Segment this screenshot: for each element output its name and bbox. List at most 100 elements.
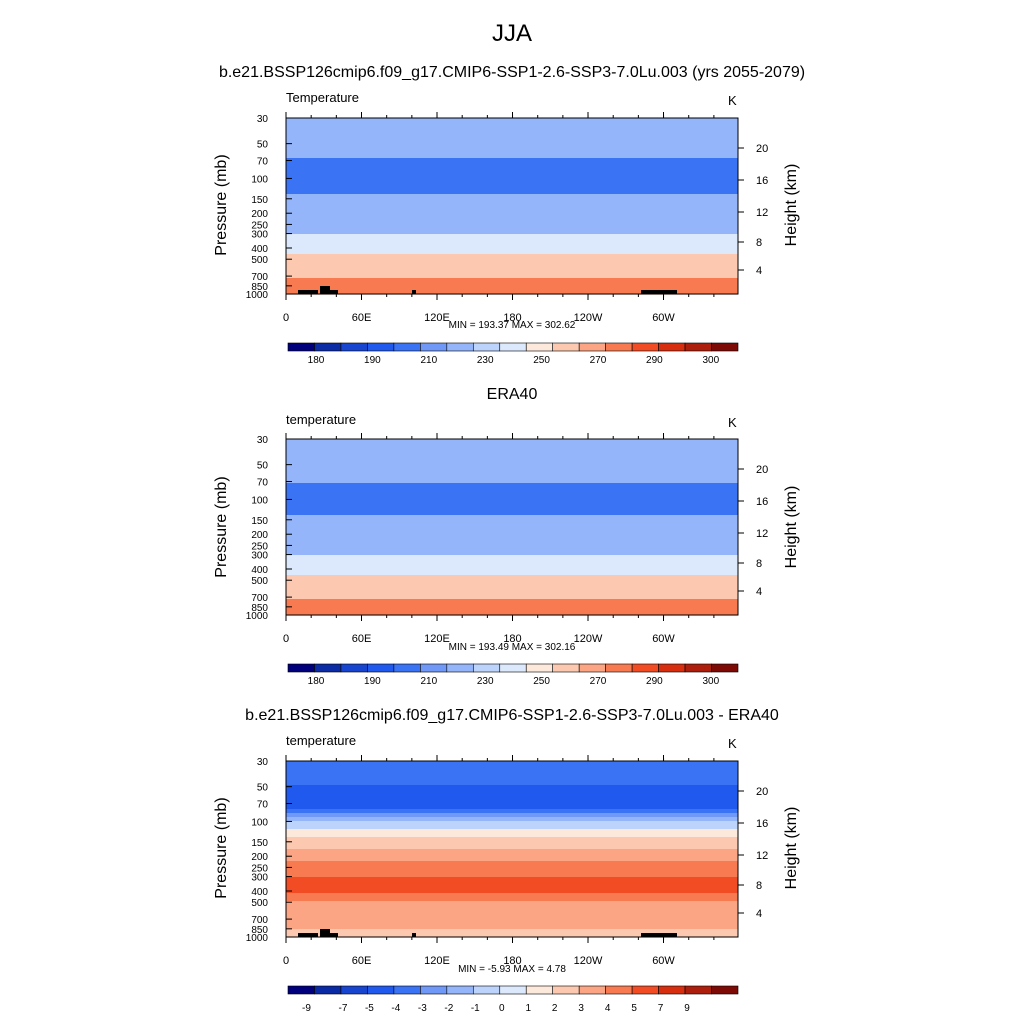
panel-3-band [286,905,738,910]
colorbar-box [393,663,421,673]
panel-1-band [286,126,738,131]
panel-2-band [286,575,738,580]
colorbar-box [631,342,659,352]
panel-2-band [286,603,738,608]
x-tick-label: 60E [352,312,372,324]
colorbar-box [340,342,368,352]
pressure-tick-label: 500 [251,898,268,909]
colorbar-box [578,663,606,673]
pressure-tick-label: 70 [257,157,269,168]
pressure-tick-label: 700 [251,272,268,283]
panel-2-band [286,459,738,464]
colorbar-label: 0 [499,1003,505,1014]
panel-3-band [286,825,738,830]
panel-3-band [286,837,738,842]
x-tick-label: 180 [503,633,521,645]
pressure-tick-label: 200 [251,209,268,220]
panel-1-band [286,154,738,159]
panel-1-band [286,234,738,239]
panel-2-title: ERA40 [486,386,538,403]
panel-1-band [286,130,738,135]
panel-2-stats: MIN = 193.49 MAX = 302.16 [448,642,576,653]
pressure-tick-label: 200 [251,852,268,863]
colorbar-label: -5 [365,1003,374,1014]
colorbar-box [525,985,554,995]
panel-1-band [286,238,738,243]
colorbar-box [472,985,501,995]
colorbar-box [367,342,395,352]
pressure-tick-label: 500 [251,255,268,266]
colorbar-box [658,663,686,673]
panel-3-band [286,929,738,934]
colorbar-box [605,985,633,995]
panel-1-band [286,246,738,251]
x-tick-label: 120W [574,633,603,645]
height-tick-label: 20 [756,143,768,155]
panel-1-band [286,290,738,295]
pressure-tick-label: 200 [251,530,268,541]
colorbar-label: 210 [420,355,437,366]
colorbar-box [472,663,501,673]
height-tick-label: 4 [756,586,762,598]
height-tick-label: 8 [756,880,762,892]
panel-3-band [286,777,738,782]
x-tick-label: 0 [283,955,289,967]
colorbar-box [446,985,474,995]
panel-2-band [286,543,738,548]
colorbar-box [446,663,474,673]
panel-3-band [286,861,738,866]
pressure-tick-label: 100 [251,174,268,185]
height-tick-label: 4 [756,908,762,920]
panel-1-band [286,266,738,271]
x-tick-label: 60E [352,955,372,967]
pressure-tick-label: 50 [257,461,269,472]
colorbar-box [525,663,554,673]
panel-3-band [286,833,738,838]
colorbar-label: 290 [646,355,663,366]
pressure-tick-label: 500 [251,576,268,587]
colorbar-box [658,985,686,995]
panel-3-band [286,881,738,886]
colorbar-box [340,985,368,995]
x-tick-label: 120W [574,312,603,324]
panel-1-band [286,190,738,195]
panel-3-band [286,897,738,902]
panel-1-band [286,218,738,223]
colorbar-label: 2 [552,1003,558,1014]
colorbar-label: 250 [533,676,550,687]
colorbar-label: 4 [605,1003,611,1014]
panel-3-band [286,873,738,878]
panel-3-band [286,877,738,882]
pressure-tick-label: 400 [251,887,268,898]
colorbar-label: 250 [533,355,550,366]
height-tick-label: 20 [756,786,768,798]
panel-1-band [286,282,738,287]
panel-3-band [286,829,738,834]
panel-3-band [286,869,738,874]
panel-1-units-label: K [728,93,737,108]
pressure-tick-label: 70 [257,478,269,489]
panel-1-band [286,134,738,139]
panel-1-band [286,182,738,187]
panel-2-band [286,567,738,572]
colorbar-box [420,342,448,352]
colorbar-label: -9 [302,1003,311,1014]
panel-2-band [286,471,738,476]
panel-3-band [286,917,738,922]
colorbar-box [499,342,527,352]
height-tick-label: 12 [756,850,768,862]
height-tick-label: 8 [756,237,762,249]
pressure-tick-label: 300 [251,551,268,562]
pressure-tick-label: 250 [251,541,268,552]
panel-2-band [286,571,738,576]
panel-3-band [286,841,738,846]
panel-3-topography [330,933,338,937]
colorbar-box [287,663,315,673]
panel-3-units-label: K [728,736,737,751]
panel-2-colorbar: 180 190 210 230 250 270 290 300 [287,663,739,687]
colorbar-label: -3 [418,1003,427,1014]
panel-1-band [286,158,738,163]
